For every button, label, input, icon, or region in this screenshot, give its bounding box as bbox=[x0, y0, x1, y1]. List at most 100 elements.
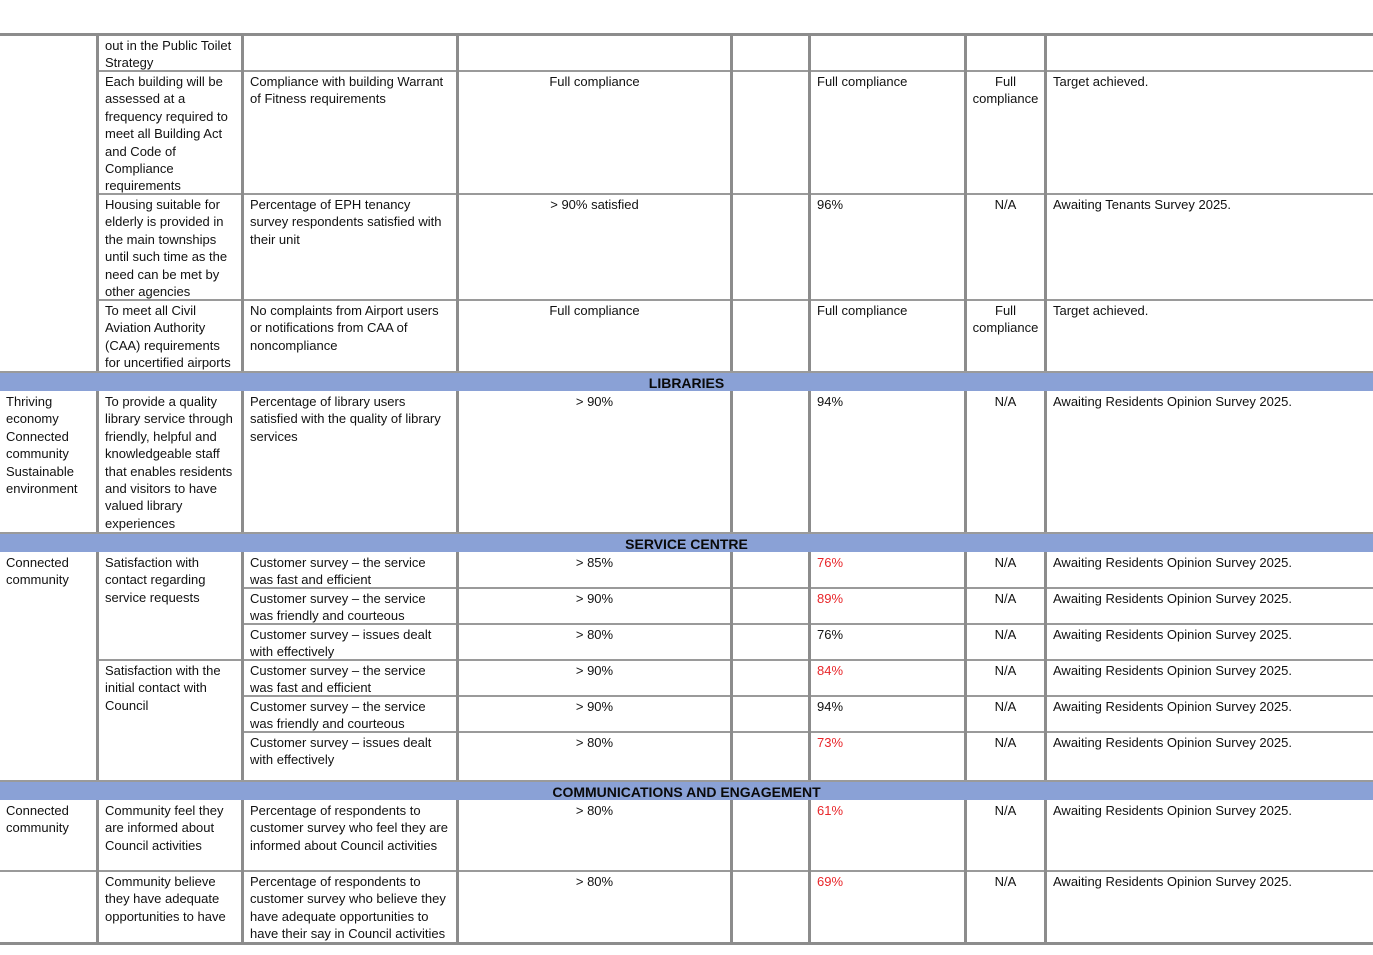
prior-result-cell: Full compliance bbox=[817, 74, 908, 89]
section-header-service-centre: SERVICE CENTRE bbox=[0, 532, 1373, 552]
target-cell: > 85% bbox=[575, 555, 614, 570]
measure-cell: Percentage of EPH tenancy survey respond… bbox=[250, 197, 442, 247]
target-cell: > 80% bbox=[575, 874, 614, 889]
prior-result-cell: 84% bbox=[817, 663, 844, 678]
target-cell: > 90% bbox=[575, 591, 614, 606]
col-divider bbox=[456, 552, 459, 780]
col-divider bbox=[456, 34, 459, 371]
target-cell: > 90% bbox=[575, 394, 614, 409]
col-divider bbox=[1044, 34, 1047, 371]
level-of-service-cell: Each building will be assessed at a freq… bbox=[105, 74, 228, 193]
current-result-cell: N/A bbox=[994, 803, 1017, 818]
target-cell: > 90% bbox=[575, 663, 614, 678]
section-title: COMMUNICATIONS AND ENGAGEMENT bbox=[552, 784, 821, 800]
col-divider bbox=[964, 34, 967, 371]
level-of-service-cell: Community believe they have adequate opp… bbox=[105, 874, 226, 924]
col-divider bbox=[964, 800, 967, 943]
current-result-cell: N/A bbox=[994, 197, 1017, 212]
target-cell: Full compliance bbox=[549, 74, 640, 89]
comment-cell: Target achieved. bbox=[1053, 74, 1149, 89]
current-result-cell: Full compliance bbox=[972, 74, 1039, 107]
target-cell: > 90% bbox=[575, 699, 614, 714]
current-result-cell: N/A bbox=[994, 591, 1017, 606]
level-of-service-cell: To provide a quality library service thr… bbox=[105, 394, 233, 531]
comment-cell: Awaiting Residents Opinion Survey 2025. bbox=[1053, 699, 1292, 714]
col-divider bbox=[456, 800, 459, 943]
col-divider bbox=[96, 34, 99, 371]
section-header-libraries: LIBRARIES bbox=[0, 371, 1373, 391]
target-cell: > 90% satisfied bbox=[550, 197, 639, 212]
measure-cell: Customer survey – issues dealt with effe… bbox=[250, 735, 432, 768]
measure-cell: Customer survey – the service was fast a… bbox=[250, 663, 426, 695]
outcome-cell: Thriving economy Connected community Sus… bbox=[6, 394, 78, 497]
col-divider bbox=[808, 552, 811, 780]
prior-result-cell: 76% bbox=[817, 627, 844, 642]
measure-cell: Customer survey – the service was friend… bbox=[250, 699, 426, 731]
col-divider bbox=[96, 391, 99, 532]
row-divider bbox=[98, 659, 1373, 661]
target-cell: > 80% bbox=[575, 627, 614, 642]
comment-cell: Awaiting Residents Opinion Survey 2025. bbox=[1053, 627, 1292, 642]
current-result-cell: N/A bbox=[994, 699, 1017, 714]
level-of-service-cell: Satisfaction with contact regarding serv… bbox=[105, 555, 206, 605]
prior-result-cell: 76% bbox=[817, 555, 844, 570]
target-cell: Full compliance bbox=[549, 303, 640, 318]
section-title: SERVICE CENTRE bbox=[625, 536, 748, 552]
outcome-cell: Connected community bbox=[6, 803, 69, 836]
col-divider bbox=[808, 391, 811, 532]
level-of-service-cell: To meet all Civil Aviation Authority (CA… bbox=[105, 303, 231, 371]
prior-result-cell: 94% bbox=[817, 699, 844, 714]
current-result-cell: N/A bbox=[994, 627, 1017, 642]
measure-cell: Customer survey – the service was fast a… bbox=[250, 555, 426, 587]
current-result-cell: N/A bbox=[994, 555, 1017, 570]
col-divider bbox=[730, 391, 733, 532]
measure-cell: Percentage of respondents to customer su… bbox=[250, 803, 448, 853]
col-divider bbox=[1044, 800, 1047, 943]
level-of-service-cell: Community feel they are informed about C… bbox=[105, 803, 224, 853]
col-divider bbox=[241, 552, 244, 780]
col-divider bbox=[241, 800, 244, 943]
col-divider bbox=[730, 34, 733, 371]
measure-cell: Percentage of respondents to customer su… bbox=[250, 874, 446, 942]
comment-cell: Awaiting Residents Opinion Survey 2025. bbox=[1053, 874, 1292, 889]
row-divider bbox=[0, 870, 1373, 872]
comment-cell: Awaiting Residents Opinion Survey 2025. bbox=[1053, 591, 1292, 606]
col-divider bbox=[730, 800, 733, 943]
col-divider bbox=[808, 800, 811, 943]
table-bottom-border bbox=[0, 942, 1373, 945]
comment-cell: Awaiting Residents Opinion Survey 2025. bbox=[1053, 394, 1292, 409]
comment-cell: Awaiting Residents Opinion Survey 2025. bbox=[1053, 663, 1292, 678]
measure-cell: No complaints from Airport users or noti… bbox=[250, 303, 439, 353]
level-of-service-cell: Housing suitable for elderly is provided… bbox=[105, 197, 228, 299]
col-divider bbox=[96, 552, 99, 780]
col-divider bbox=[964, 391, 967, 532]
measure-cell: Customer survey – issues dealt with effe… bbox=[250, 627, 432, 659]
col-divider bbox=[241, 34, 244, 371]
col-divider bbox=[808, 34, 811, 371]
prior-result-cell: 89% bbox=[817, 591, 844, 606]
comment-cell: Target achieved. bbox=[1053, 303, 1149, 318]
col-divider bbox=[96, 800, 99, 943]
table-top-border bbox=[0, 33, 1373, 36]
prior-result-cell: 69% bbox=[817, 874, 844, 889]
section-title: LIBRARIES bbox=[648, 375, 725, 391]
comment-cell: Awaiting Tenants Survey 2025. bbox=[1053, 197, 1232, 212]
current-result-cell: N/A bbox=[994, 663, 1017, 678]
row-divider bbox=[98, 193, 1373, 195]
comment-cell: Awaiting Residents Opinion Survey 2025. bbox=[1053, 555, 1292, 570]
col-divider bbox=[456, 391, 459, 532]
col-divider bbox=[964, 552, 967, 780]
prior-result-cell: 61% bbox=[817, 803, 844, 818]
row-divider bbox=[98, 299, 1373, 301]
measure-cell: Percentage of library users satisfied wi… bbox=[250, 394, 441, 444]
current-result-cell: N/A bbox=[994, 394, 1017, 409]
current-result-cell: N/A bbox=[994, 874, 1017, 889]
section-header-communications: COMMUNICATIONS AND ENGAGEMENT bbox=[0, 780, 1373, 800]
comment-cell: Awaiting Residents Opinion Survey 2025. bbox=[1053, 803, 1292, 818]
outcome-cell: Connected community bbox=[6, 555, 69, 588]
comment-cell: Awaiting Residents Opinion Survey 2025. bbox=[1053, 735, 1292, 750]
col-divider bbox=[1044, 552, 1047, 780]
prior-result-cell: 73% bbox=[817, 735, 844, 750]
measure-cell: Customer survey – the service was friend… bbox=[250, 591, 426, 623]
